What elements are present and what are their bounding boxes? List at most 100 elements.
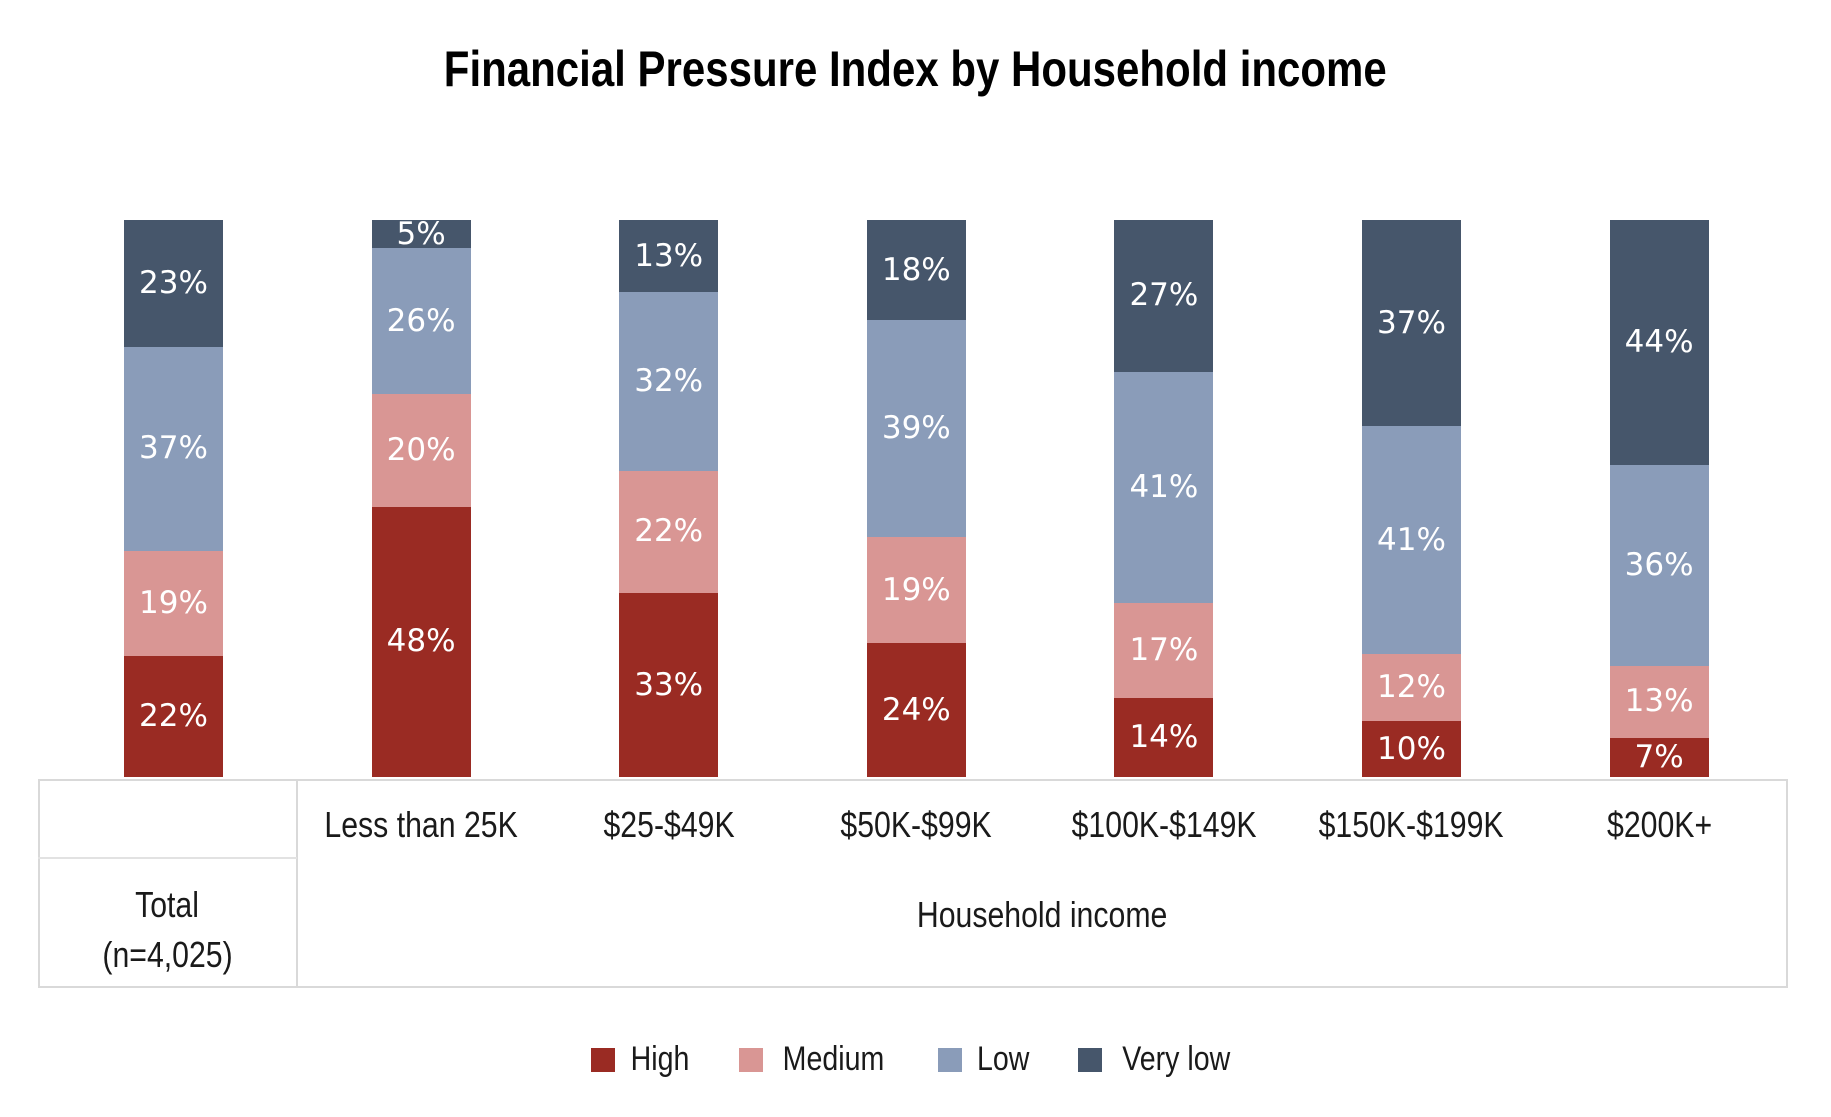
x-axis-label-less-than-25k: Less than 25K [297,803,545,847]
legend-label-very-low: Very low [1112,1040,1241,1079]
bar-150k-199k: 37% 41% 12% 10% [1362,220,1461,777]
legend-label-text: Low [976,1040,1029,1078]
bar-segment-value-label: 41% [1129,468,1199,505]
bar-segment-medium: 13% [1609,665,1709,738]
bar-segment-very-low: 23% [124,220,223,347]
bar-segment-value-label: 37% [1377,304,1446,341]
bar-segment-value-label: 19% [139,584,208,621]
bar-segment-low: 41% [1362,426,1461,655]
bar-segment-high: 10% [1362,721,1461,777]
bar-segment-value-label: 22% [634,513,704,550]
x-axis-label-25-49k: $25-$49K [545,803,793,847]
legend-item-very-low: Very low [1077,1040,1241,1079]
bar-segment-value-label: 12% [1377,669,1446,706]
axis-total-line1: Total [135,884,200,925]
bar-segment-value-label: 13% [1624,683,1694,720]
bar-segment-high: 7% [1609,738,1709,777]
bar-segment-value-label: 33% [634,666,704,703]
bar-segment-value-label: 5% [396,215,446,252]
bar-segment-medium: 19% [124,550,223,656]
legend-swatch-low [937,1047,962,1072]
bar-segment-medium: 17% [1114,602,1214,699]
legend-item-low: Low [937,1040,1034,1079]
bar-segment-high: 48% [371,506,471,777]
axis-table-right-border [1786,779,1788,988]
x-axis-label-50k-99k: $50K-$99K [793,803,1041,847]
x-axis-label-200k: $200K+ [1535,803,1783,847]
legend-swatch-medium [738,1047,763,1072]
bar-segment-high: 14% [1114,698,1214,777]
x-axis-label-text: Less than 25K [324,804,518,845]
chart-title-text: Financial Pressure Index by Household in… [444,41,1387,97]
bar-segment-very-low: 13% [619,220,719,293]
legend-label-low: Low [972,1040,1034,1079]
legend-item-high: High [590,1040,695,1079]
bar-total-n-4-025: 23% 37% 19% 22% [124,220,223,777]
axis-group-label-text: Household income [917,894,1168,935]
bar-segment-value-label: 36% [1624,546,1694,583]
legend-label-text: High [630,1040,689,1078]
legend-label-text: Medium [782,1040,884,1078]
bar-segment-value-label: 48% [386,623,456,660]
bar-segment-value-label: 18% [881,251,951,288]
bar-200k: 44% 36% 13% 7% [1609,220,1709,777]
bar-segment-medium: 22% [619,470,719,594]
bar-segment-low: 26% [371,248,471,395]
axis-total-line2: (n=4,025) [102,934,233,975]
bar-segment-value-label: 22% [139,697,208,734]
bar-segment-value-label: 44% [1624,324,1694,361]
bar-segment-medium: 20% [371,394,471,507]
axis-total-label: Total (n=4,025) [38,880,297,980]
bar-segment-very-low: 5% [371,215,471,252]
bar-segment-medium: 19% [866,537,966,644]
bar-segment-very-low: 18% [866,220,966,321]
bar-segment-very-low: 44% [1609,220,1709,466]
bar-segment-value-label: 24% [881,691,951,728]
bar-100k-149k: 27% 41% 17% 14% [1114,220,1214,777]
bar-50k-99k: 18% 39% 19% 24% [866,220,966,777]
legend-label-high: High [625,1040,695,1079]
bar-segment-high: 22% [124,655,223,777]
bar-segment-value-label: 39% [881,410,951,447]
bar-segment-high: 24% [866,643,966,777]
bar-25-49k: 13% 32% 22% 33% [619,220,719,777]
bar-segment-value-label: 26% [386,302,456,339]
legend-swatch-high [590,1047,615,1072]
x-axis-label-text: $25-$49K [603,804,735,845]
bar-segment-value-label: 23% [139,264,208,301]
x-axis-label-text: $50K-$99K [840,804,992,845]
axis-group-label: Household income [297,893,1788,937]
axis-table-top-border [38,779,1788,781]
x-axis-label-text: $150K-$199K [1319,804,1504,845]
bar-segment-value-label: 27% [1129,277,1199,314]
bar-segment-medium: 12% [1362,654,1461,722]
bar-segment-value-label: 19% [881,571,951,608]
axis-total-row-divider [38,857,297,859]
chart-title: Financial Pressure Index by Household in… [0,40,1831,98]
x-axis-label-text: $100K-$149K [1071,804,1257,845]
bar-segment-value-label: 37% [139,430,208,467]
bar-segment-very-low: 37% [1362,220,1461,427]
bar-segment-value-label: 41% [1377,521,1446,558]
bar-segment-value-label: 13% [634,237,704,274]
x-axis-label-text: $200K+ [1606,804,1712,845]
bar-segment-low: 37% [124,346,223,551]
bar-segment-low: 36% [1609,465,1709,666]
x-axis-label-150k-199k: $150K-$199K [1288,803,1536,847]
bar-segment-value-label: 32% [634,363,704,400]
x-axis-label-100k-149k: $100K-$149K [1040,803,1288,847]
bar-segment-low: 32% [619,292,719,471]
bar-segment-low: 39% [866,320,966,538]
bar-segment-value-label: 14% [1129,719,1199,756]
axis-table-left-border [38,779,40,988]
bar-segment-low: 41% [1114,371,1214,603]
axis-table-bottom-border [38,986,1788,988]
bar-less-than-25k: 5% 26% 20% 48% [371,215,471,777]
axis-table-divider [296,779,298,988]
legend-swatch-very-low [1077,1047,1102,1072]
legend-item-medium: Medium [738,1040,894,1079]
bar-segment-value-label: 10% [1377,730,1446,767]
legend-label-medium: Medium [773,1040,894,1079]
